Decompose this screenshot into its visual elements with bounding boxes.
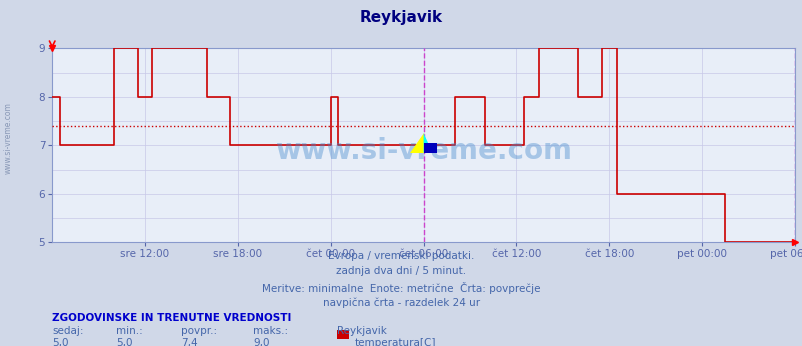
- Text: Reykjavik: Reykjavik: [359, 10, 443, 25]
- Text: Evropa / vremenski podatki.: Evropa / vremenski podatki.: [328, 251, 474, 261]
- Text: temperatura[C]: temperatura[C]: [354, 338, 435, 346]
- Text: ZGODOVINSKE IN TRENUTNE VREDNOSTI: ZGODOVINSKE IN TRENUTNE VREDNOSTI: [52, 313, 291, 323]
- Text: www.si-vreme.com: www.si-vreme.com: [275, 137, 571, 165]
- Text: 5,0: 5,0: [116, 338, 133, 346]
- Text: Reykjavik: Reykjavik: [337, 326, 387, 336]
- Text: maks.:: maks.:: [253, 326, 288, 336]
- Text: 7,4: 7,4: [180, 338, 197, 346]
- Text: sedaj:: sedaj:: [52, 326, 83, 336]
- Text: Meritve: minimalne  Enote: metrične  Črta: povprečje: Meritve: minimalne Enote: metrične Črta:…: [262, 282, 540, 294]
- Polygon shape: [410, 133, 423, 153]
- Text: www.si-vreme.com: www.si-vreme.com: [3, 102, 13, 174]
- Polygon shape: [423, 133, 432, 153]
- Text: zadnja dva dni / 5 minut.: zadnja dva dni / 5 minut.: [336, 266, 466, 276]
- Text: 9,0: 9,0: [253, 338, 269, 346]
- Text: povpr.:: povpr.:: [180, 326, 217, 336]
- Text: min.:: min.:: [116, 326, 143, 336]
- Text: 5,0: 5,0: [52, 338, 69, 346]
- Text: navpična črta - razdelek 24 ur: navpična črta - razdelek 24 ur: [322, 298, 480, 308]
- Polygon shape: [423, 143, 436, 153]
